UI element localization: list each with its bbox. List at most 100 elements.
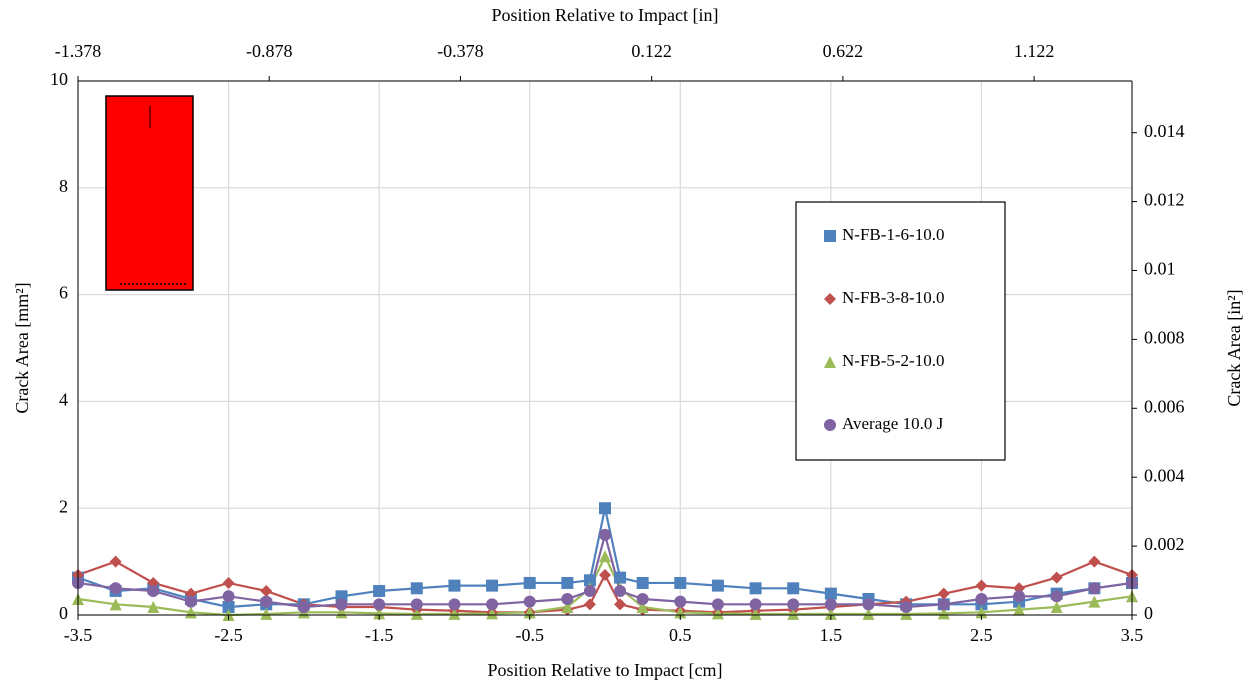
data-point — [749, 598, 762, 611]
y-tick-label: 2 — [59, 496, 68, 516]
data-point — [599, 528, 611, 541]
data-point — [523, 595, 536, 608]
specimen-inset — [105, 95, 194, 291]
data-point — [787, 607, 800, 620]
data-point — [1013, 603, 1026, 616]
data-point — [749, 582, 762, 595]
data-point — [674, 595, 687, 608]
data-point — [373, 607, 386, 620]
data-point — [222, 576, 235, 589]
data-point — [1050, 590, 1063, 603]
data-point — [373, 598, 386, 611]
y2-tick-label: 0.01 — [1144, 259, 1176, 279]
x2-tick-label: 1.122 — [1014, 41, 1055, 61]
data-point — [900, 607, 913, 620]
data-point — [448, 598, 461, 611]
data-point — [937, 587, 950, 600]
data-point — [937, 598, 950, 611]
data-point — [711, 607, 724, 620]
legend-box — [795, 201, 1006, 461]
data-point — [260, 584, 273, 597]
data-point — [561, 576, 574, 589]
legend-label: N-FB-1-6-10.0 — [842, 225, 944, 244]
data-point — [711, 579, 724, 592]
data-point — [561, 600, 574, 613]
data-point — [1050, 571, 1063, 584]
data-point — [975, 579, 988, 592]
data-point — [599, 550, 611, 563]
data-point — [410, 598, 423, 611]
legend-label: N-FB-3-8-10.0 — [842, 288, 944, 307]
y2-tick-label: 0 — [1144, 603, 1153, 623]
data-point — [614, 598, 627, 611]
y2-tick-label: 0.004 — [1144, 465, 1185, 485]
data-point — [410, 607, 423, 620]
x2-tick-label: 0.622 — [823, 41, 864, 61]
data-point — [109, 598, 122, 611]
data-point — [561, 592, 574, 605]
data-point — [222, 600, 235, 613]
data-point — [1088, 595, 1101, 608]
data-point — [614, 571, 627, 584]
x2-tick-label: -0.378 — [437, 41, 484, 61]
data-point — [1088, 555, 1101, 568]
data-point — [787, 598, 800, 611]
y-tick-label: 8 — [59, 176, 68, 196]
legend-label: Average 10.0 J — [842, 414, 944, 433]
data-point — [109, 555, 122, 568]
data-point — [674, 576, 687, 589]
x2-tick-label: -1.378 — [55, 41, 102, 61]
x-tick-label: 1.5 — [820, 625, 843, 645]
data-point — [523, 576, 536, 589]
y2-tick-label: 0.002 — [1144, 534, 1185, 554]
y2-tick-label: 0.012 — [1144, 190, 1185, 210]
data-point — [614, 584, 627, 597]
data-point — [297, 600, 310, 613]
data-point — [486, 598, 499, 611]
legend-label: N-FB-5-2-10.0 — [842, 351, 944, 370]
x-tick-label: -2.5 — [214, 625, 243, 645]
y-tick-label: 0 — [59, 603, 68, 623]
data-point — [222, 590, 235, 603]
data-point — [109, 582, 122, 595]
data-point — [599, 502, 611, 515]
x-axis-title: Position Relative to Impact [cm] — [488, 660, 723, 680]
data-point — [862, 598, 875, 611]
data-point — [636, 576, 649, 589]
y2-tick-label: 0.006 — [1144, 396, 1185, 416]
x-tick-label: -3.5 — [64, 625, 93, 645]
data-point — [260, 595, 273, 608]
data-point — [824, 598, 837, 611]
data-point — [448, 607, 461, 620]
legend-marker — [824, 293, 836, 305]
data-point — [335, 598, 348, 611]
x2-axis-title: Position Relative to Impact [in] — [492, 5, 719, 25]
x2-tick-label: -0.878 — [246, 41, 293, 61]
y-tick-label: 4 — [59, 390, 68, 410]
data-point — [184, 595, 197, 608]
data-point — [147, 600, 160, 613]
y-axis-title: Crack Area [mm²] — [12, 282, 32, 413]
data-point — [448, 579, 461, 592]
legend-marker — [824, 356, 836, 368]
x-tick-label: 2.5 — [970, 625, 993, 645]
data-point — [824, 587, 837, 600]
data-point — [583, 584, 596, 597]
data-point — [373, 584, 386, 597]
data-point — [486, 607, 499, 620]
y-tick-label: 10 — [50, 69, 68, 89]
x-tick-label: -1.5 — [365, 625, 394, 645]
data-point — [410, 582, 423, 595]
y2-axis-title: Crack Area [in²] — [1224, 289, 1244, 406]
y2-tick-label: 0.014 — [1144, 121, 1185, 141]
data-point — [583, 598, 596, 611]
data-point — [824, 607, 837, 620]
data-point — [975, 592, 988, 605]
legend-marker — [824, 419, 836, 431]
data-point — [1050, 600, 1063, 613]
data-point — [260, 607, 273, 620]
data-point — [787, 582, 800, 595]
data-point — [1088, 582, 1101, 595]
